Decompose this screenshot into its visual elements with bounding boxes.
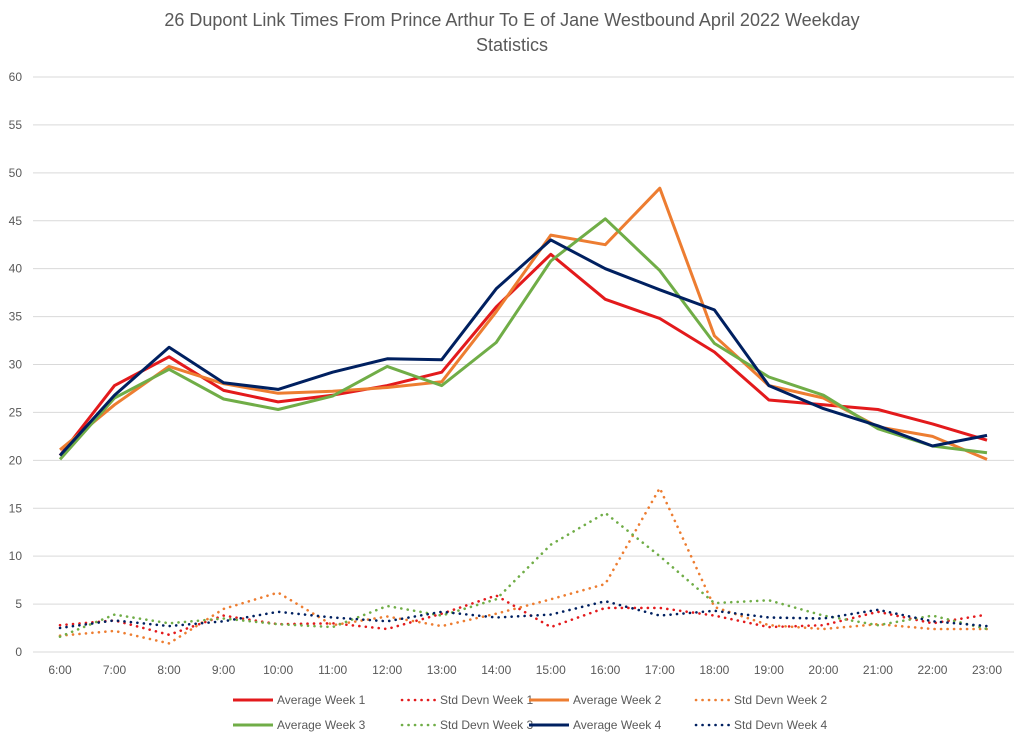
- x-tick-label: 20:00: [808, 663, 838, 677]
- chart-title: 26 Dupont Link Times From Prince Arthur …: [0, 8, 1024, 58]
- x-tick-label: 13:00: [427, 663, 457, 677]
- series-line-average-week-2: [59, 186, 988, 461]
- legend-item-average-week-1: Average Week 1: [233, 693, 366, 707]
- series-average-week-1: [58, 252, 988, 457]
- chart-title-line-1: 26 Dupont Link Times From Prince Arthur …: [164, 10, 860, 30]
- legend-item-std-devn-week-2: Std Devn Week 2: [694, 693, 827, 707]
- legend-label: Average Week 4: [573, 718, 662, 732]
- x-tick-label: 14:00: [481, 663, 511, 677]
- legend-item-std-devn-week-1: Std Devn Week 1: [400, 693, 533, 707]
- x-tick-label: 17:00: [645, 663, 675, 677]
- series-average-week-3: [58, 217, 988, 461]
- legend-item-average-week-4: Average Week 4: [529, 718, 662, 732]
- series-lines: [58, 186, 989, 645]
- legend-label: Average Week 1: [277, 693, 366, 707]
- y-tick-label: 60: [9, 70, 23, 84]
- y-tick-label: 55: [9, 118, 23, 132]
- legend-label: Average Week 3: [277, 718, 366, 732]
- x-tick-label: 19:00: [754, 663, 784, 677]
- x-tick-label: 18:00: [699, 663, 729, 677]
- x-tick-label: 10:00: [263, 663, 293, 677]
- x-tick-label: 9:00: [212, 663, 236, 677]
- y-tick-label: 5: [15, 597, 22, 611]
- x-tick-label: 12:00: [372, 663, 402, 677]
- gridlines: [33, 76, 1014, 653]
- y-tick-label: 45: [9, 214, 23, 228]
- series-line-std-devn-week-4: [58, 599, 989, 630]
- x-tick-label: 16:00: [590, 663, 620, 677]
- series-line-std-devn-week-3: [58, 511, 989, 639]
- y-axis-tick-labels: 0 5 10 15 20 25 30 35 40 45 50 55 60: [9, 70, 23, 659]
- y-tick-label: 15: [9, 501, 23, 515]
- y-tick-label: 50: [9, 166, 23, 180]
- x-tick-label: 7:00: [103, 663, 127, 677]
- series-std-devn-week-4: [58, 599, 989, 630]
- y-tick-label: 0: [15, 645, 22, 659]
- series-average-week-2: [59, 186, 988, 461]
- legend-label: Std Devn Week 3: [440, 718, 533, 732]
- series-line-average-week-1: [58, 252, 988, 457]
- y-tick-label: 25: [9, 405, 23, 419]
- series-std-devn-week-1: [58, 594, 989, 637]
- x-tick-label: 21:00: [863, 663, 893, 677]
- legend-label: Average Week 2: [573, 693, 662, 707]
- x-tick-label: 8:00: [157, 663, 181, 677]
- y-tick-label: 35: [9, 310, 23, 324]
- x-tick-label: 6:00: [48, 663, 72, 677]
- legend-item-average-week-2: Average Week 2: [529, 693, 662, 707]
- legend-label: Std Devn Week 4: [734, 718, 827, 732]
- y-tick-label: 20: [9, 453, 23, 467]
- legend-item-std-devn-week-3: Std Devn Week 3: [400, 718, 533, 732]
- chart-title-line-2: Statistics: [475, 35, 549, 55]
- legend-item-average-week-3: Average Week 3: [233, 718, 366, 732]
- series-line-average-week-4: [58, 238, 988, 457]
- legend-label: Std Devn Week 1: [440, 693, 533, 707]
- x-tick-label: 11:00: [318, 663, 347, 677]
- x-tick-label: 15:00: [536, 663, 566, 677]
- x-tick-label: 23:00: [972, 663, 1002, 677]
- legend-item-std-devn-week-4: Std Devn Week 4: [694, 718, 827, 732]
- series-line-average-week-3: [58, 217, 988, 461]
- x-tick-label: 22:00: [917, 663, 947, 677]
- y-tick-label: 10: [9, 549, 23, 563]
- series-average-week-4: [58, 238, 988, 457]
- series-line-std-devn-week-1: [58, 594, 989, 637]
- y-tick-label: 30: [9, 358, 23, 372]
- legend-label: Std Devn Week 2: [734, 693, 827, 707]
- x-axis-tick-labels: 6:00 7:00 8:00 9:00 10:00 11:00 12:00 13:00 14:0…: [48, 663, 1002, 677]
- series-std-devn-week-3: [58, 511, 989, 639]
- legend: Average Week 1 Std Devn Week 1 Average Wee…: [233, 693, 827, 732]
- y-tick-label: 40: [9, 262, 23, 276]
